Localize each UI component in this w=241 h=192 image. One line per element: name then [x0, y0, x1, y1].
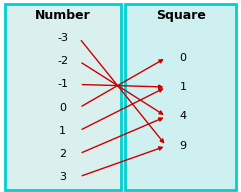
- Text: 1: 1: [59, 126, 66, 136]
- Text: 1: 1: [180, 82, 187, 92]
- Text: 0: 0: [180, 53, 187, 63]
- Text: Number: Number: [35, 9, 91, 22]
- Text: -3: -3: [57, 33, 68, 43]
- FancyBboxPatch shape: [5, 4, 120, 190]
- Text: Square: Square: [156, 9, 206, 22]
- Text: 3: 3: [59, 172, 66, 182]
- FancyBboxPatch shape: [125, 4, 236, 190]
- Text: 4: 4: [180, 112, 187, 122]
- Text: -1: -1: [57, 79, 68, 89]
- Text: -2: -2: [57, 56, 68, 66]
- Text: 9: 9: [180, 141, 187, 151]
- Text: 0: 0: [59, 103, 66, 113]
- Text: 2: 2: [59, 149, 66, 159]
